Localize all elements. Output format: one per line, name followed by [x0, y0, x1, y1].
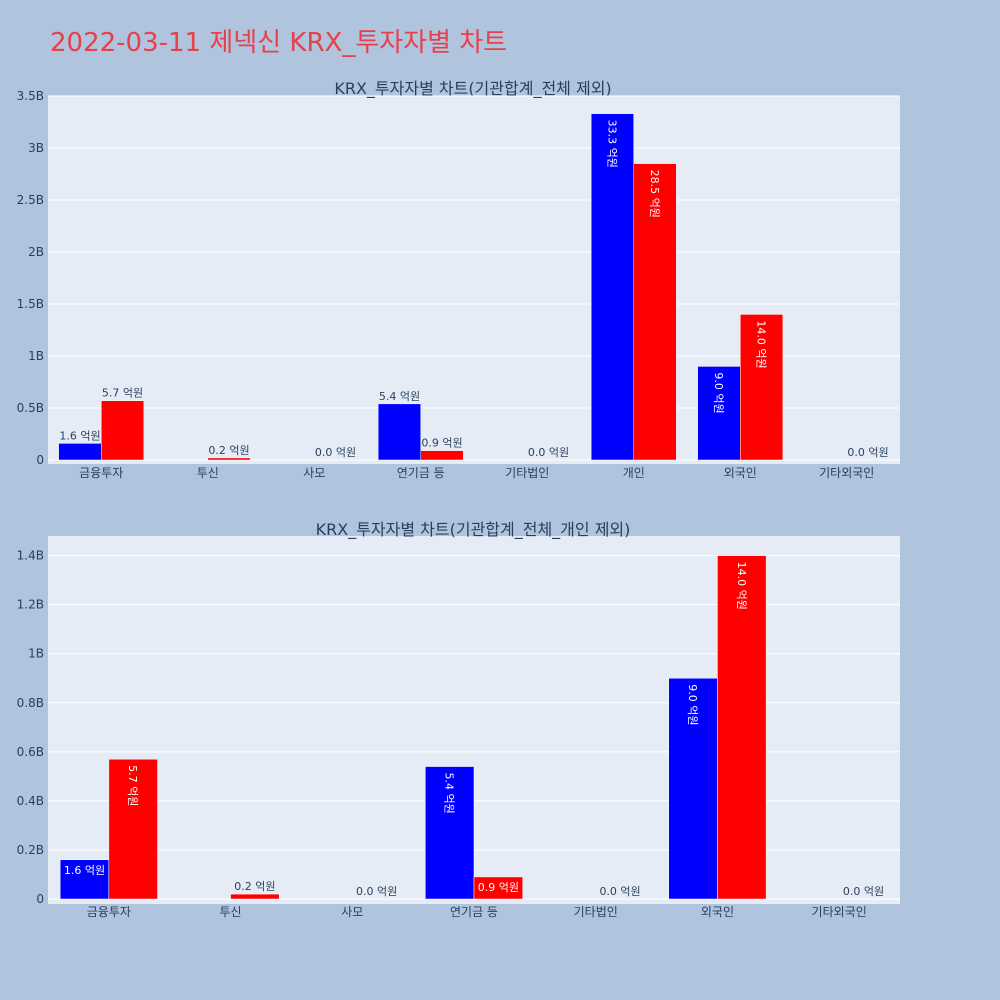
- x-tick-label: 연기금 등: [397, 466, 445, 480]
- page-title: 2022-03-11 제넥신 KRX_투자자별 차트: [50, 28, 508, 58]
- data-label: 0.0 억원: [843, 885, 884, 898]
- x-tick-label: 기타외국인: [812, 905, 867, 919]
- data-label: 0.0 억원: [599, 885, 640, 898]
- y-tick-label: 0: [36, 892, 44, 906]
- data-label: 9.0 억원: [686, 684, 699, 725]
- data-label: 1.6 억원: [59, 429, 100, 442]
- data-label: 14.0 억원: [735, 562, 748, 610]
- bar: [230, 893, 280, 900]
- data-label: 0.0 억원: [847, 446, 888, 459]
- bar: [420, 450, 464, 461]
- x-tick-label: 개인: [623, 466, 645, 480]
- bar: [101, 400, 145, 461]
- bar: [108, 758, 158, 900]
- bar: [697, 366, 741, 461]
- y-tick-label: 1.2B: [17, 598, 44, 612]
- y-tick-label: 0.2B: [17, 843, 44, 857]
- x-tick-label: 기타법인: [505, 466, 549, 480]
- chart-top-title: KRX_투자자별 차트(기관합계_전체 제외): [334, 79, 611, 99]
- bar: [717, 555, 767, 900]
- data-label: 5.4 억원: [443, 773, 456, 814]
- bar: [58, 443, 102, 461]
- y-tick-label: 0.5B: [17, 401, 44, 415]
- chart-bottom: KRX_투자자별 차트(기관합계_전체_개인 제외) 0 0.2B 0.4B 0.6B…: [17, 520, 900, 919]
- y-tick-label: 0.6B: [17, 745, 44, 759]
- y-tick-label: 0.4B: [17, 794, 44, 808]
- data-label: 28.5 억원: [648, 170, 661, 218]
- chart-top: KRX_투자자별 차트(기관합계_전체 제외) 0 0.5B 1B 1.5B 2B 2.5…: [17, 79, 900, 480]
- chart-bottom-title: KRX_투자자별 차트(기관합계_전체_개인 제외): [316, 520, 631, 540]
- bar: [425, 766, 475, 900]
- data-label: 0.0 억원: [315, 446, 356, 459]
- y-tick-label: 2B: [28, 245, 44, 259]
- bar: [633, 163, 677, 461]
- y-tick-label: 1.4B: [17, 549, 44, 563]
- data-label: 0.2 억원: [208, 444, 249, 457]
- bar: [668, 678, 718, 900]
- x-tick-label: 기타법인: [574, 905, 618, 919]
- data-label: 1.6 억원: [64, 864, 105, 877]
- x-tick-label: 사모: [303, 466, 325, 480]
- data-label: 0.9 억원: [421, 437, 462, 450]
- data-label: 0.9 억원: [478, 881, 519, 894]
- x-tick-label: 연기금 등: [450, 905, 498, 919]
- x-tick-label: 외국인: [724, 466, 757, 480]
- x-tick-label: 금융투자: [79, 466, 123, 480]
- bar: [473, 876, 523, 900]
- y-tick-label: 0: [36, 453, 44, 467]
- x-tick-label: 금융투자: [87, 905, 131, 919]
- y-tick-label: 3B: [28, 141, 44, 155]
- data-label: 5.7 억원: [102, 387, 143, 400]
- bar: [590, 113, 635, 461]
- data-label: 33.3 억원: [605, 120, 618, 168]
- y-tick-label: 1.5B: [17, 297, 44, 311]
- x-tick-label: 투신: [220, 905, 242, 919]
- data-label: 14.0 억원: [755, 320, 768, 368]
- x-tick-label: 투신: [197, 466, 219, 480]
- data-label: 0.0 억원: [528, 446, 569, 459]
- data-label: 0.0 억원: [356, 885, 397, 898]
- bar: [207, 457, 251, 461]
- x-tick-label: 외국인: [701, 905, 734, 919]
- data-label: 5.7 억원: [126, 765, 139, 806]
- y-tick-label: 1B: [28, 647, 44, 661]
- data-label: 9.0 억원: [712, 372, 725, 413]
- x-tick-label: 기타외국인: [819, 466, 874, 480]
- bar: [740, 314, 784, 461]
- data-label: 0.2 억원: [234, 880, 275, 893]
- data-label: 5.4 억원: [379, 390, 420, 403]
- y-tick-label: 1B: [28, 349, 44, 363]
- bar: [59, 859, 110, 900]
- bar: [377, 403, 421, 461]
- y-tick-label: 2.5B: [17, 193, 44, 207]
- y-tick-label: 3.5B: [17, 89, 44, 103]
- y-tick-label: 0.8B: [17, 696, 44, 710]
- x-tick-label: 사모: [341, 905, 363, 919]
